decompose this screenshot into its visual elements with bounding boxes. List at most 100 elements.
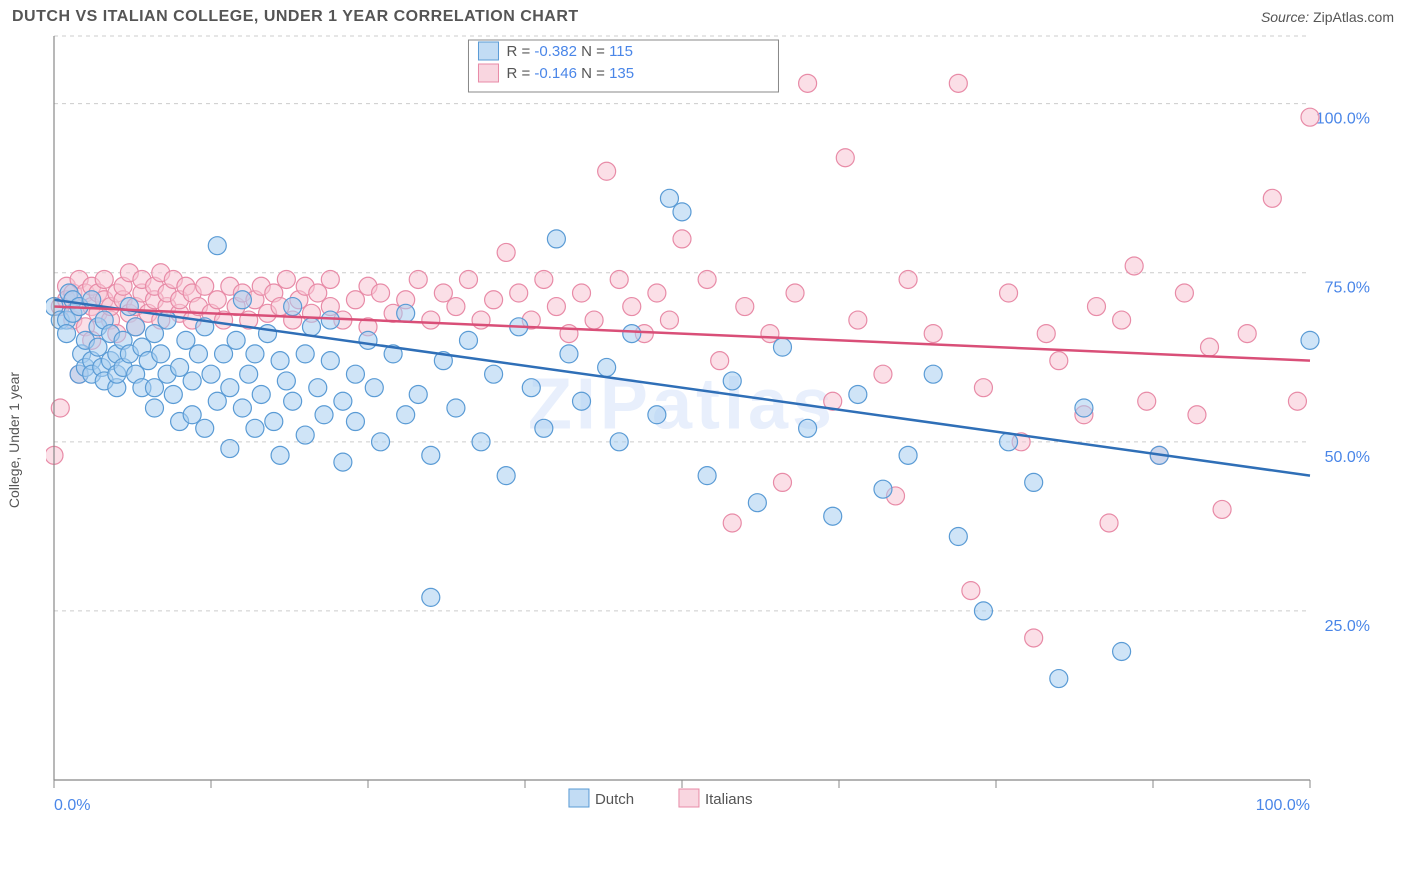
data-point [648, 406, 666, 424]
data-point [58, 325, 76, 343]
legend-swatch [569, 789, 589, 807]
data-point [573, 392, 591, 410]
data-point [723, 372, 741, 390]
legend-stat: R = -0.382 N = 115 [506, 43, 633, 60]
legend-label: Italians [705, 791, 753, 808]
data-point [535, 419, 553, 437]
data-point [302, 318, 320, 336]
data-point [748, 494, 766, 512]
data-point [1050, 352, 1068, 370]
data-point [1025, 473, 1043, 491]
data-point [698, 270, 716, 288]
data-point [309, 379, 327, 397]
data-point [246, 419, 264, 437]
data-point [1050, 670, 1068, 688]
data-point [164, 385, 182, 403]
data-point [673, 203, 691, 221]
data-point [277, 372, 295, 390]
data-point [265, 413, 283, 431]
data-point [1138, 392, 1156, 410]
data-point [711, 352, 729, 370]
data-point [240, 365, 258, 383]
data-point [346, 365, 364, 383]
data-point [899, 446, 917, 464]
data-point [321, 311, 339, 329]
data-point [1263, 189, 1281, 207]
data-point [145, 399, 163, 417]
data-point [152, 345, 170, 363]
data-point [334, 453, 352, 471]
data-point [359, 331, 377, 349]
data-point [397, 304, 415, 322]
scatter-chart: 25.0%50.0%75.0%100.0%ZIPatlas0.0%100.0%R… [46, 30, 1380, 850]
data-point [277, 270, 295, 288]
title-row: DUTCH VS ITALIAN COLLEGE, UNDER 1 YEAR C… [0, 0, 1406, 30]
data-point [510, 284, 528, 302]
data-point [786, 284, 804, 302]
data-point [585, 311, 603, 329]
data-point [1175, 284, 1193, 302]
data-point [221, 440, 239, 458]
source-credit: Source: ZipAtlas.com [1261, 9, 1394, 25]
data-point [208, 237, 226, 255]
data-point [372, 284, 390, 302]
y-tick-label: 50.0% [1325, 449, 1370, 466]
data-point [949, 74, 967, 92]
data-point [497, 243, 515, 261]
data-point [459, 331, 477, 349]
data-point [284, 298, 302, 316]
data-point [1238, 325, 1256, 343]
data-point [974, 379, 992, 397]
data-point [849, 385, 867, 403]
chart-title: DUTCH VS ITALIAN COLLEGE, UNDER 1 YEAR C… [12, 8, 579, 26]
y-axis-label: College, Under 1 year [6, 372, 22, 508]
data-point [610, 433, 628, 451]
data-point [227, 331, 245, 349]
source-label: Source: [1261, 9, 1309, 25]
x-tick-label: 0.0% [54, 797, 90, 814]
data-point [560, 345, 578, 363]
data-point [321, 352, 339, 370]
data-point [799, 74, 817, 92]
data-point [1125, 257, 1143, 275]
data-point [573, 284, 591, 302]
data-point [824, 507, 842, 525]
data-point [1113, 311, 1131, 329]
data-point [1087, 298, 1105, 316]
data-point [598, 162, 616, 180]
data-point [673, 230, 691, 248]
data-point [598, 358, 616, 376]
x-tick-label: 100.0% [1256, 797, 1310, 814]
data-point [1301, 331, 1319, 349]
y-tick-label: 100.0% [1316, 111, 1370, 128]
data-point [271, 352, 289, 370]
data-point [723, 514, 741, 532]
data-point [497, 467, 515, 485]
data-point [1188, 406, 1206, 424]
data-point [1037, 325, 1055, 343]
data-point [547, 298, 565, 316]
data-point [1025, 629, 1043, 647]
data-point [284, 392, 302, 410]
data-point [372, 433, 390, 451]
data-point [1213, 500, 1231, 518]
data-point [535, 270, 553, 288]
data-point [422, 311, 440, 329]
data-point [221, 379, 239, 397]
legend-swatch [478, 64, 498, 82]
data-point [365, 379, 383, 397]
data-point [547, 230, 565, 248]
data-point [271, 446, 289, 464]
data-point [259, 325, 277, 343]
data-point [522, 379, 540, 397]
data-point [183, 372, 201, 390]
data-point [1201, 338, 1219, 356]
data-point [1288, 392, 1306, 410]
data-point [949, 528, 967, 546]
data-point [610, 270, 628, 288]
y-tick-label: 25.0% [1325, 618, 1370, 635]
data-point [127, 318, 145, 336]
data-point [1113, 642, 1131, 660]
data-point [1000, 284, 1018, 302]
data-point [252, 385, 270, 403]
